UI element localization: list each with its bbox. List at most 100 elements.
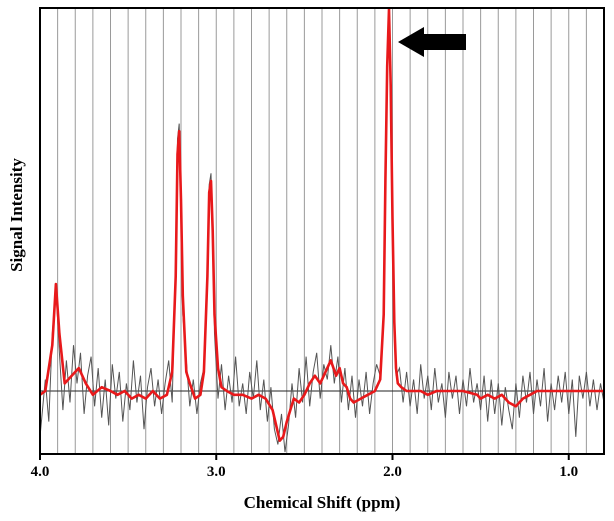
fit-point [550, 390, 552, 392]
fit-point [314, 374, 316, 377]
fit-point [178, 130, 181, 133]
x-tick-label: 1.0 [559, 464, 578, 480]
fit-point [393, 321, 396, 324]
fit-point [435, 390, 438, 392]
fit-point [144, 397, 147, 400]
fit-point [211, 229, 214, 232]
fit-point [233, 393, 235, 396]
x-axis-title: Chemical Shift (ppm) [244, 493, 401, 512]
fit-point [70, 374, 73, 377]
fit-point [479, 397, 482, 400]
fit-point [116, 393, 119, 396]
fit-point [335, 374, 337, 377]
fit-point [412, 390, 415, 392]
fit-point [338, 367, 341, 369]
x-tick-label: 3.0 [207, 464, 226, 480]
x-tick-label: 2.0 [383, 464, 402, 480]
fit-point [44, 390, 47, 392]
fit-point [130, 397, 133, 400]
fit-point [257, 393, 260, 396]
fit-point [171, 371, 174, 373]
fit-point [585, 390, 588, 392]
fit-point [199, 393, 202, 396]
fit-point [382, 313, 385, 316]
fit-point [359, 397, 362, 400]
fit-point [319, 382, 322, 385]
fit-point [400, 386, 403, 389]
fit-point [208, 191, 211, 194]
fit-point [500, 393, 503, 396]
fit-point [349, 397, 352, 400]
fit-point [180, 199, 182, 201]
fit-point [176, 153, 179, 156]
vertical-gridlines [57, 8, 587, 454]
fit-point [84, 382, 87, 385]
fit-point [529, 393, 531, 396]
fit-point [225, 390, 228, 392]
fit-point [303, 393, 306, 396]
fit-point [264, 397, 267, 400]
fit-point [396, 382, 399, 385]
fit-point [522, 397, 524, 400]
fit-point [292, 397, 295, 400]
fit-point [58, 332, 61, 335]
fit-point [174, 275, 177, 278]
fit-point [374, 390, 376, 392]
fit-point [159, 397, 161, 400]
fit-point [185, 371, 188, 373]
x-tick-label: 4.0 [31, 464, 50, 480]
fit-point [278, 439, 281, 442]
fit-point [462, 390, 464, 392]
arrow-head [398, 27, 424, 57]
fit-point [426, 393, 429, 396]
fit-point [386, 65, 389, 68]
fit-point [55, 283, 57, 285]
fit-point [109, 390, 112, 392]
fit-point [389, 84, 392, 87]
fit-point [77, 367, 80, 369]
fit-point [329, 359, 332, 362]
fit-point [405, 390, 408, 392]
fit-point [123, 390, 126, 392]
fit-point [391, 218, 394, 221]
fit-point [51, 344, 54, 347]
fit-point [419, 390, 422, 392]
fit-point [476, 393, 478, 396]
fit-point [308, 382, 311, 385]
fit-point [241, 393, 244, 396]
fit-point [203, 371, 205, 373]
fit-point [213, 313, 216, 316]
fit-point [275, 424, 278, 427]
x-axis-ticks: 4.0 3.0 2.0 1.0 [31, 454, 578, 480]
fit-point [100, 386, 103, 389]
fit-point [151, 390, 154, 392]
fit-point [395, 367, 397, 369]
fit-point [289, 409, 292, 411]
arrow-annotation-icon [398, 27, 466, 57]
fit-point [194, 397, 197, 400]
fit-point [352, 401, 355, 404]
fit-point [210, 180, 212, 182]
fit-point [250, 397, 253, 400]
fit-point [166, 393, 168, 396]
fit-point [298, 401, 300, 404]
fit-point [92, 393, 94, 396]
fit-point [188, 382, 191, 385]
fit-point [342, 382, 344, 385]
fit-point [217, 367, 219, 369]
fit-point [324, 371, 327, 373]
fit-point [515, 405, 517, 408]
fit-point [137, 393, 140, 396]
fit-point [384, 180, 387, 182]
fit-point [282, 435, 285, 438]
arrow-shaft [422, 34, 466, 50]
fit-point [536, 390, 538, 392]
fit-point [181, 294, 184, 297]
fit-point [507, 401, 510, 404]
fit-point [63, 382, 66, 385]
fit-point [345, 386, 348, 389]
fit-point [493, 397, 496, 400]
fit-point [567, 390, 570, 392]
fit-point [444, 390, 447, 392]
